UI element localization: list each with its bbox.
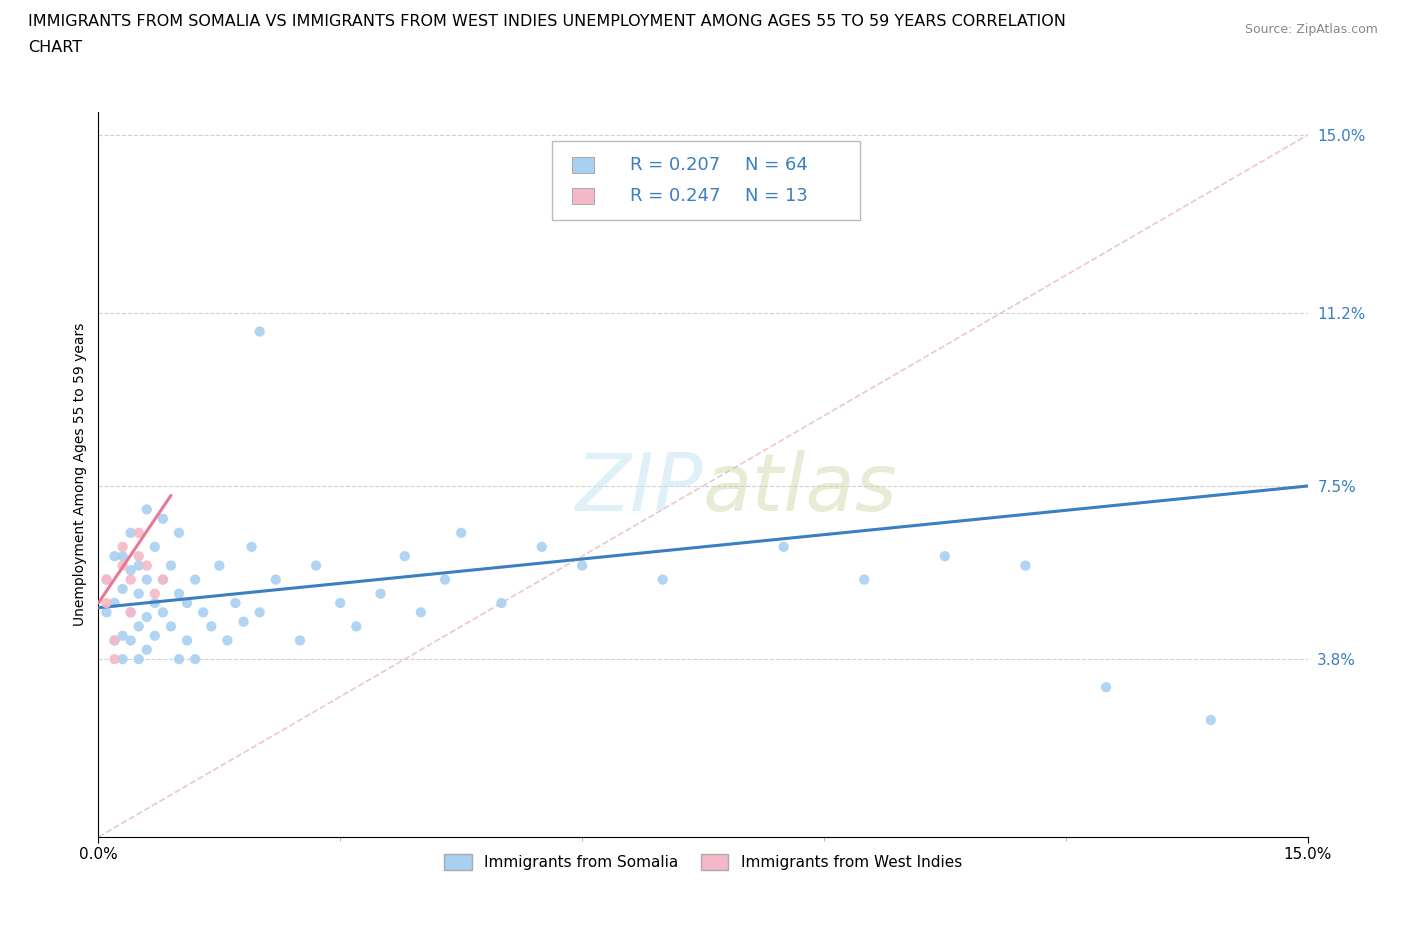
Point: [135, 609, 157, 624]
Text: R = 0.207: R = 0.207: [630, 155, 720, 174]
Point: [120, 604, 142, 619]
Point: [934, 549, 956, 564]
Point: [176, 595, 198, 610]
Text: N = 13: N = 13: [745, 188, 807, 206]
Point: [160, 619, 183, 634]
Point: [1199, 712, 1222, 727]
Point: [111, 549, 134, 564]
Point: [240, 539, 263, 554]
Point: [111, 581, 134, 596]
Text: atlas: atlas: [703, 450, 898, 528]
Point: [128, 525, 150, 540]
Point: [128, 652, 150, 667]
Point: [329, 595, 352, 610]
Point: [111, 652, 134, 667]
Point: [1014, 558, 1036, 573]
Point: [232, 615, 254, 630]
Point: [370, 586, 392, 601]
Point: [120, 572, 142, 587]
Point: [143, 586, 166, 601]
Point: [772, 539, 794, 554]
Text: CHART: CHART: [28, 40, 82, 55]
Text: N = 64: N = 64: [745, 155, 807, 174]
FancyBboxPatch shape: [572, 189, 593, 205]
Point: [152, 572, 174, 587]
Point: [288, 633, 311, 648]
Text: Source: ZipAtlas.com: Source: ZipAtlas.com: [1244, 23, 1378, 36]
Point: [152, 512, 174, 526]
Y-axis label: Unemployment Among Ages 55 to 59 years: Unemployment Among Ages 55 to 59 years: [73, 323, 87, 626]
Point: [305, 558, 328, 573]
Point: [96, 572, 118, 587]
Point: [96, 572, 118, 587]
Point: [143, 595, 166, 610]
Point: [128, 549, 150, 564]
Point: [176, 633, 198, 648]
FancyBboxPatch shape: [551, 140, 860, 220]
Point: [96, 604, 118, 619]
Point: [200, 619, 222, 634]
Point: [249, 325, 271, 339]
Point: [167, 586, 190, 601]
Point: [135, 558, 157, 573]
Point: [224, 595, 246, 610]
Point: [143, 539, 166, 554]
Point: [143, 629, 166, 644]
Point: [103, 652, 125, 667]
Point: [160, 558, 183, 573]
Point: [128, 619, 150, 634]
Point: [111, 558, 134, 573]
Point: [167, 525, 190, 540]
Point: [394, 549, 416, 564]
Point: [128, 586, 150, 601]
Point: [1095, 680, 1118, 695]
Point: [128, 558, 150, 573]
Point: [491, 595, 513, 610]
Point: [120, 525, 142, 540]
Point: [103, 549, 125, 564]
Point: [530, 539, 553, 554]
Point: [135, 502, 157, 517]
FancyBboxPatch shape: [572, 156, 593, 173]
Point: [120, 633, 142, 648]
Point: [135, 572, 157, 587]
Point: [120, 563, 142, 578]
Point: [450, 525, 472, 540]
Point: [853, 572, 876, 587]
Point: [193, 604, 215, 619]
Point: [111, 629, 134, 644]
Point: [264, 572, 287, 587]
Point: [103, 595, 125, 610]
Point: [152, 572, 174, 587]
Point: [217, 633, 239, 648]
Point: [208, 558, 231, 573]
Point: [184, 652, 207, 667]
Text: ZIP: ZIP: [575, 450, 703, 528]
Point: [184, 572, 207, 587]
Point: [120, 604, 142, 619]
Point: [434, 572, 457, 587]
Point: [111, 539, 134, 554]
Point: [135, 643, 157, 658]
Point: [103, 633, 125, 648]
Legend: Immigrants from Somalia, Immigrants from West Indies: Immigrants from Somalia, Immigrants from…: [437, 848, 969, 876]
Point: [152, 604, 174, 619]
Point: [409, 604, 432, 619]
Point: [571, 558, 593, 573]
Point: [103, 633, 125, 648]
Point: [96, 595, 118, 610]
Text: R = 0.247: R = 0.247: [630, 188, 720, 206]
Point: [651, 572, 673, 587]
Point: [167, 652, 190, 667]
Point: [249, 604, 271, 619]
Text: IMMIGRANTS FROM SOMALIA VS IMMIGRANTS FROM WEST INDIES UNEMPLOYMENT AMONG AGES 5: IMMIGRANTS FROM SOMALIA VS IMMIGRANTS FR…: [28, 14, 1066, 29]
Point: [344, 619, 367, 634]
